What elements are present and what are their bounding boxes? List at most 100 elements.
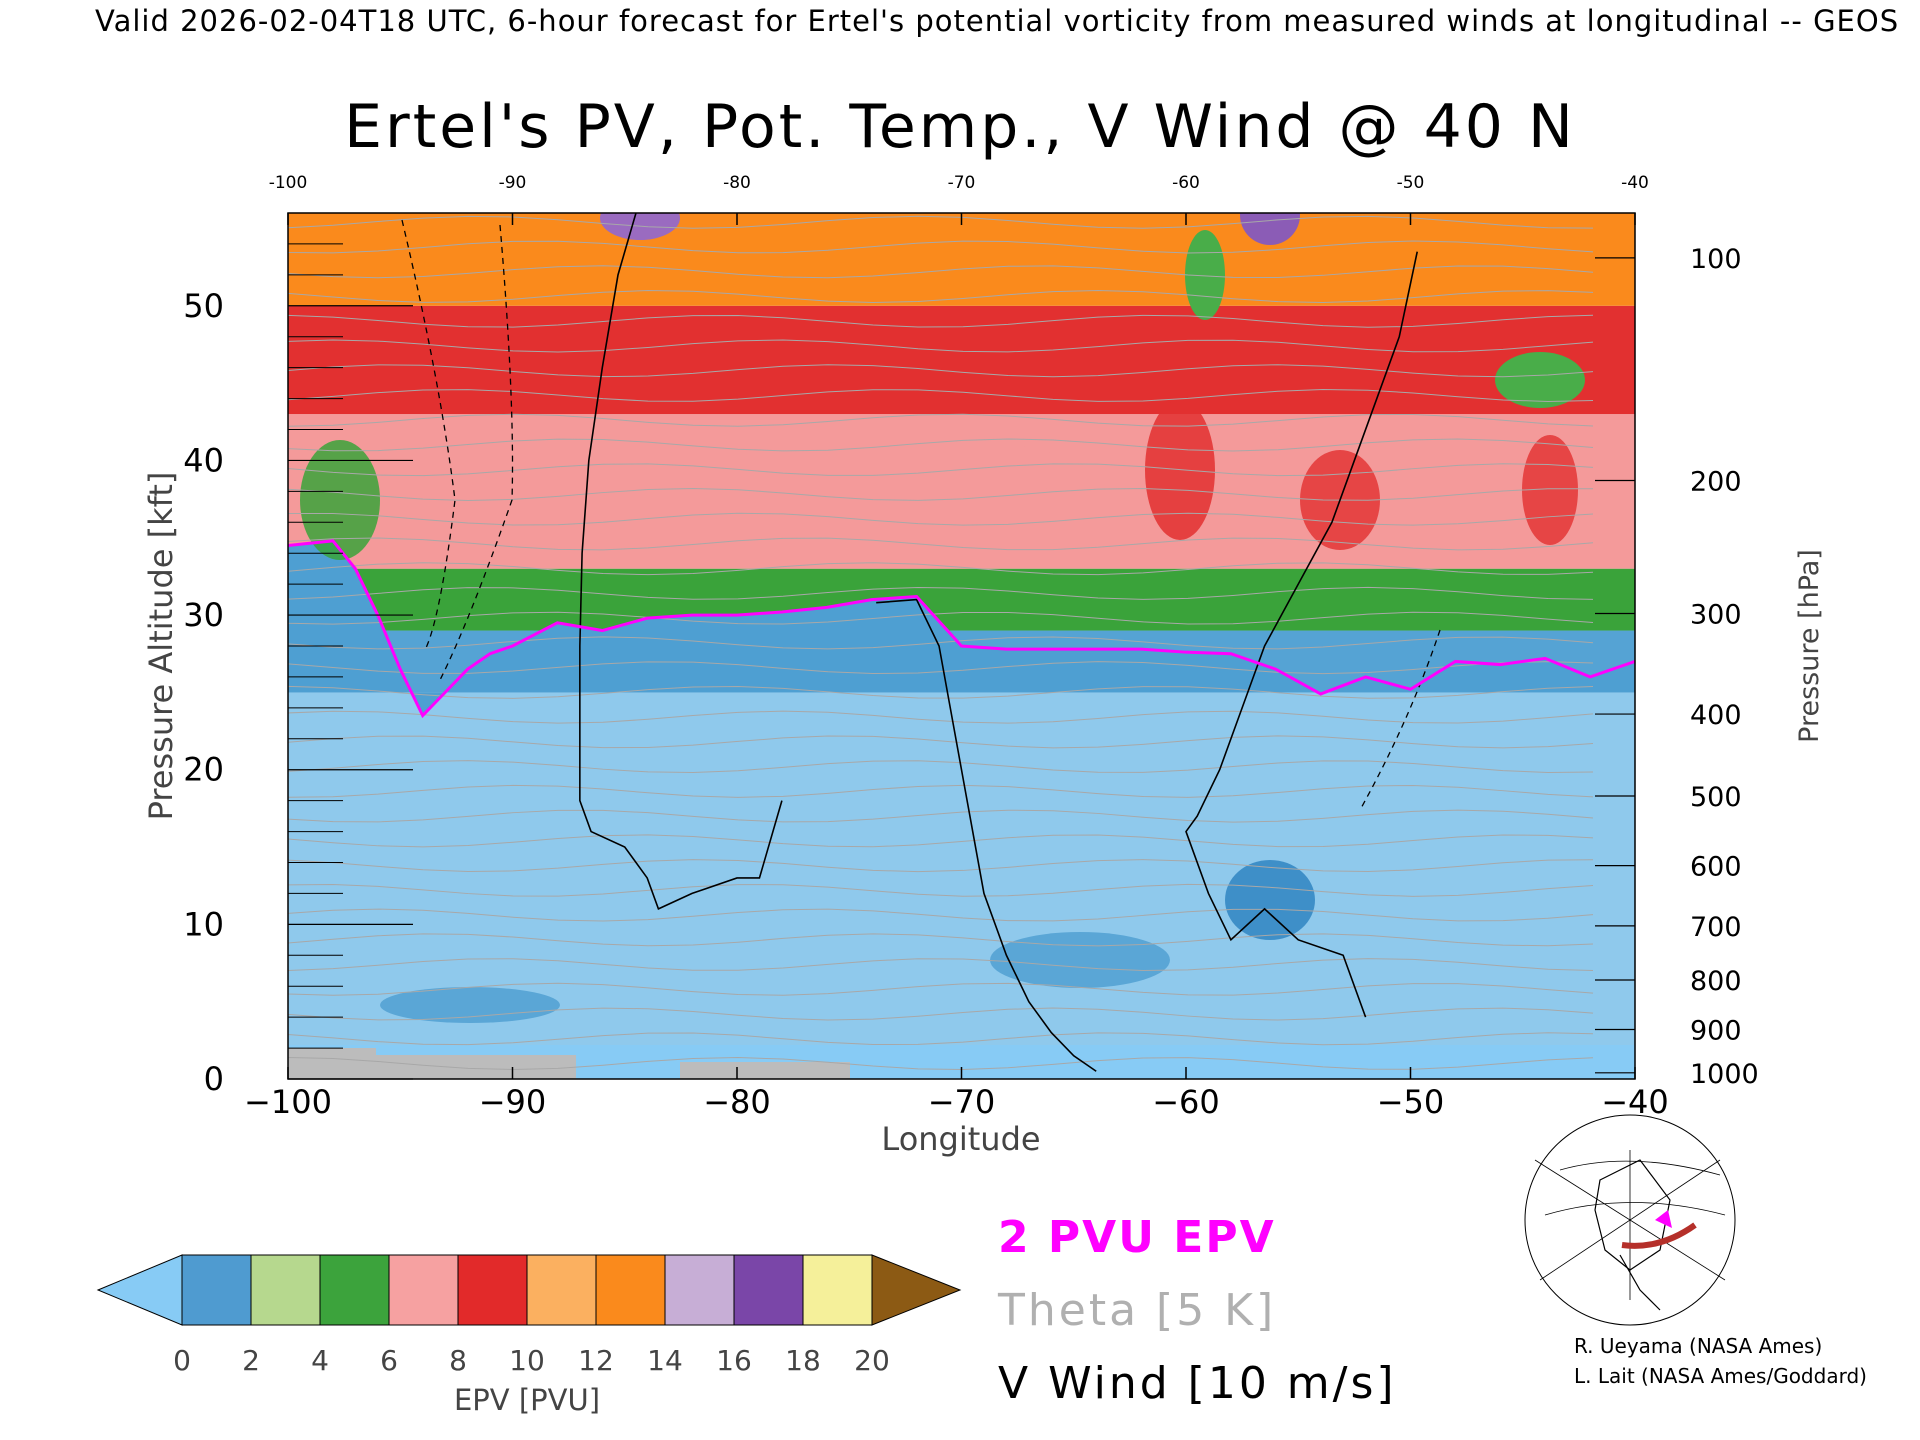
credit-line-1: R. Ueyama (NASA Ames)	[1574, 1334, 1823, 1358]
theta-contour	[288, 463, 1594, 477]
theta-contour	[288, 487, 1594, 501]
x-tick-label-top: -80	[723, 173, 751, 193]
terrain	[288, 1048, 376, 1079]
theta-contour	[288, 512, 1594, 526]
theta-contour	[288, 908, 1594, 922]
theta-contour	[288, 314, 1594, 328]
terrain	[680, 1062, 850, 1079]
cross-section-track	[1621, 1222, 1697, 1249]
colorbar-tick-label: 20	[854, 1344, 890, 1377]
pv-band	[288, 568, 1635, 631]
y-axis-label-left: Pressure Altitude [kft]	[142, 472, 180, 821]
colorbar-cell	[181, 1254, 252, 1326]
x-tick-label: −90	[479, 1083, 547, 1121]
colorbar-cell	[664, 1254, 735, 1326]
tropopause-2pvu-line	[288, 539, 1635, 719]
theta-contour	[288, 240, 1594, 254]
x-axis-label: Longitude	[881, 1120, 1040, 1158]
pv-max-purple	[1240, 213, 1300, 245]
theta-contour	[288, 537, 1594, 551]
pressure-tick-label: 100	[1690, 244, 1742, 275]
x-tick-label-top: -100	[269, 173, 308, 193]
pressure-tick-label: 1000	[1690, 1059, 1759, 1090]
colorbar-cell	[733, 1254, 804, 1326]
pv-color-bands	[288, 213, 1635, 1079]
colorbar-under-arrow	[96, 1254, 183, 1326]
theta-contour	[288, 661, 1594, 675]
credit-line-2: L. Lait (NASA Ames/Goddard)	[1574, 1364, 1867, 1388]
x-tick-label: −60	[1152, 1083, 1220, 1121]
colorbar-tick-label: 2	[242, 1344, 260, 1377]
theta-contour	[288, 413, 1594, 427]
pvu-legend-label: 2 PVU EPV	[998, 1212, 1276, 1263]
colorbar-tick-label: 14	[647, 1344, 683, 1377]
colorbar: 0 2 4 6 8 10 12 14 16 18 20 EPV [PVU]	[96, 1254, 962, 1417]
y-tick-label: 0	[204, 1060, 224, 1098]
colorbar-title: EPV [PVU]	[454, 1383, 600, 1417]
forecast-location-marker	[1655, 1210, 1672, 1228]
colorbar-cell	[802, 1254, 873, 1326]
colorbar-tick-label: 0	[173, 1344, 191, 1377]
colorbar-over-arrow	[871, 1254, 962, 1326]
theta-contour	[288, 586, 1594, 600]
theta-contour	[288, 438, 1594, 452]
pressure-tick-label: 800	[1690, 966, 1742, 997]
theta-contour	[288, 735, 1594, 749]
colorbar-tick-label: 6	[380, 1344, 398, 1377]
x-tick-label-top: -50	[1397, 173, 1425, 193]
pressure-tick-label: 600	[1690, 852, 1742, 883]
x-tick-label-top: -60	[1172, 173, 1200, 193]
colorbar-cell	[457, 1254, 528, 1326]
colorbar-cell	[595, 1254, 666, 1326]
axes: −100-100−90-90−80-80−70-70−60-60−50-50−4…	[142, 173, 1825, 1158]
theta-contour	[288, 933, 1594, 947]
y-tick-label: 40	[183, 441, 224, 479]
y-axis-label-right: Pressure [hPa]	[1794, 549, 1825, 743]
theta-contour	[288, 1007, 1594, 1021]
theta-contour	[288, 339, 1594, 353]
vwind-legend-label: V Wind [10 m/s]	[998, 1358, 1397, 1409]
pv-dark-blue-patch	[990, 932, 1170, 988]
pv-cross-section	[288, 213, 1635, 1079]
terrain	[376, 1055, 576, 1079]
theta-legend-label: Theta [5 K]	[998, 1285, 1277, 1336]
pv-band	[288, 305, 1635, 415]
chart-title: Ertel's PV, Pot. Temp., V Wind @ 40 N	[344, 92, 1576, 162]
v-wind-negative-contour	[1359, 629, 1441, 811]
theta-contour	[288, 636, 1594, 650]
colorbar-cell	[526, 1254, 597, 1326]
x-tick-label: −100	[244, 1083, 332, 1121]
x-tick-label: −70	[928, 1083, 996, 1121]
theta-contour	[288, 1032, 1594, 1046]
theta-contour	[288, 265, 1594, 279]
theta-contour	[288, 562, 1594, 576]
theta-contour	[288, 784, 1594, 798]
y-tick-label: 50	[183, 287, 224, 325]
valid-time-header: Valid 2026-02-04T18 UTC, 6-hour forecast…	[95, 4, 1900, 38]
colorbar-tick-label: 18	[785, 1344, 821, 1377]
theta-contours	[288, 215, 1594, 1071]
locator-map	[1524, 1114, 1736, 1326]
colorbar-tick-label: 12	[578, 1344, 614, 1377]
colorbar-cell	[319, 1254, 390, 1326]
x-tick-label-top: -90	[499, 173, 527, 193]
y-tick-label: 30	[183, 596, 224, 634]
pv-below-tropopause	[288, 540, 1635, 716]
pv-dark-blue-patch	[1225, 860, 1315, 940]
v-wind-zero-contour	[876, 598, 1097, 1072]
theta-contour	[288, 611, 1594, 625]
colorbar-cell	[388, 1254, 459, 1326]
pv-band	[288, 213, 1635, 306]
theta-contour	[288, 364, 1594, 378]
pv-min-green	[1495, 352, 1585, 408]
x-tick-label-top: -40	[1621, 173, 1649, 193]
theta-contour	[288, 760, 1594, 774]
y-tick-label: 10	[183, 905, 224, 943]
theta-contour	[288, 290, 1594, 303]
x-tick-label: −80	[703, 1083, 771, 1121]
pressure-tick-label: 300	[1690, 600, 1742, 631]
pv-green-region	[300, 440, 380, 560]
pv-pink-region	[930, 445, 1070, 495]
theta-contour	[288, 685, 1594, 699]
pressure-tick-label: 400	[1690, 700, 1742, 731]
